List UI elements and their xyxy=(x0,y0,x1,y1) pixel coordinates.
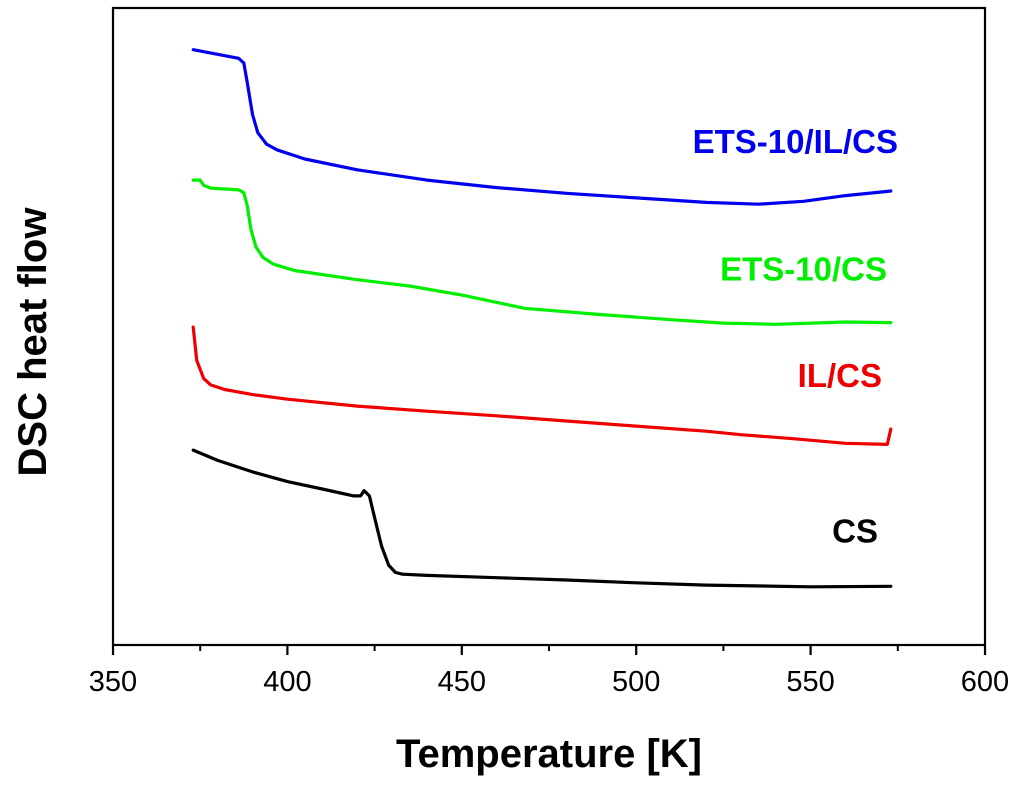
x-axis-title: Temperature [K] xyxy=(396,732,702,776)
x-tick-label-350: 350 xyxy=(89,666,137,698)
series-label-cs: CS xyxy=(832,512,878,549)
y-axis-title: DSC heat flow xyxy=(11,207,55,477)
series-line-cs xyxy=(191,448,893,589)
series-label-il-cs: IL/CS xyxy=(798,357,882,394)
series-labels: ETS-10/IL/CS ETS-10/CS IL/CS CS xyxy=(693,123,898,549)
series-label-ets-10-cs: ETS-10/CS xyxy=(720,251,887,288)
x-tick-label-450: 450 xyxy=(438,666,486,698)
x-tick-label-600: 600 xyxy=(961,666,1009,698)
series-label-ets-10-il-cs: ETS-10/IL/CS xyxy=(693,123,898,160)
plot-frame xyxy=(111,6,987,647)
series-line-ets-10-il-cs xyxy=(191,48,893,206)
series-layer xyxy=(191,48,893,589)
x-tick-label-400: 400 xyxy=(263,666,311,698)
x-tick-label-550: 550 xyxy=(786,666,834,698)
series-line-il-cs xyxy=(191,325,893,446)
axes: 350 400 450 500 550 600 xyxy=(89,6,1009,698)
x-tick-label-500: 500 xyxy=(612,666,660,698)
series-line-ets-10-cs xyxy=(191,178,893,326)
